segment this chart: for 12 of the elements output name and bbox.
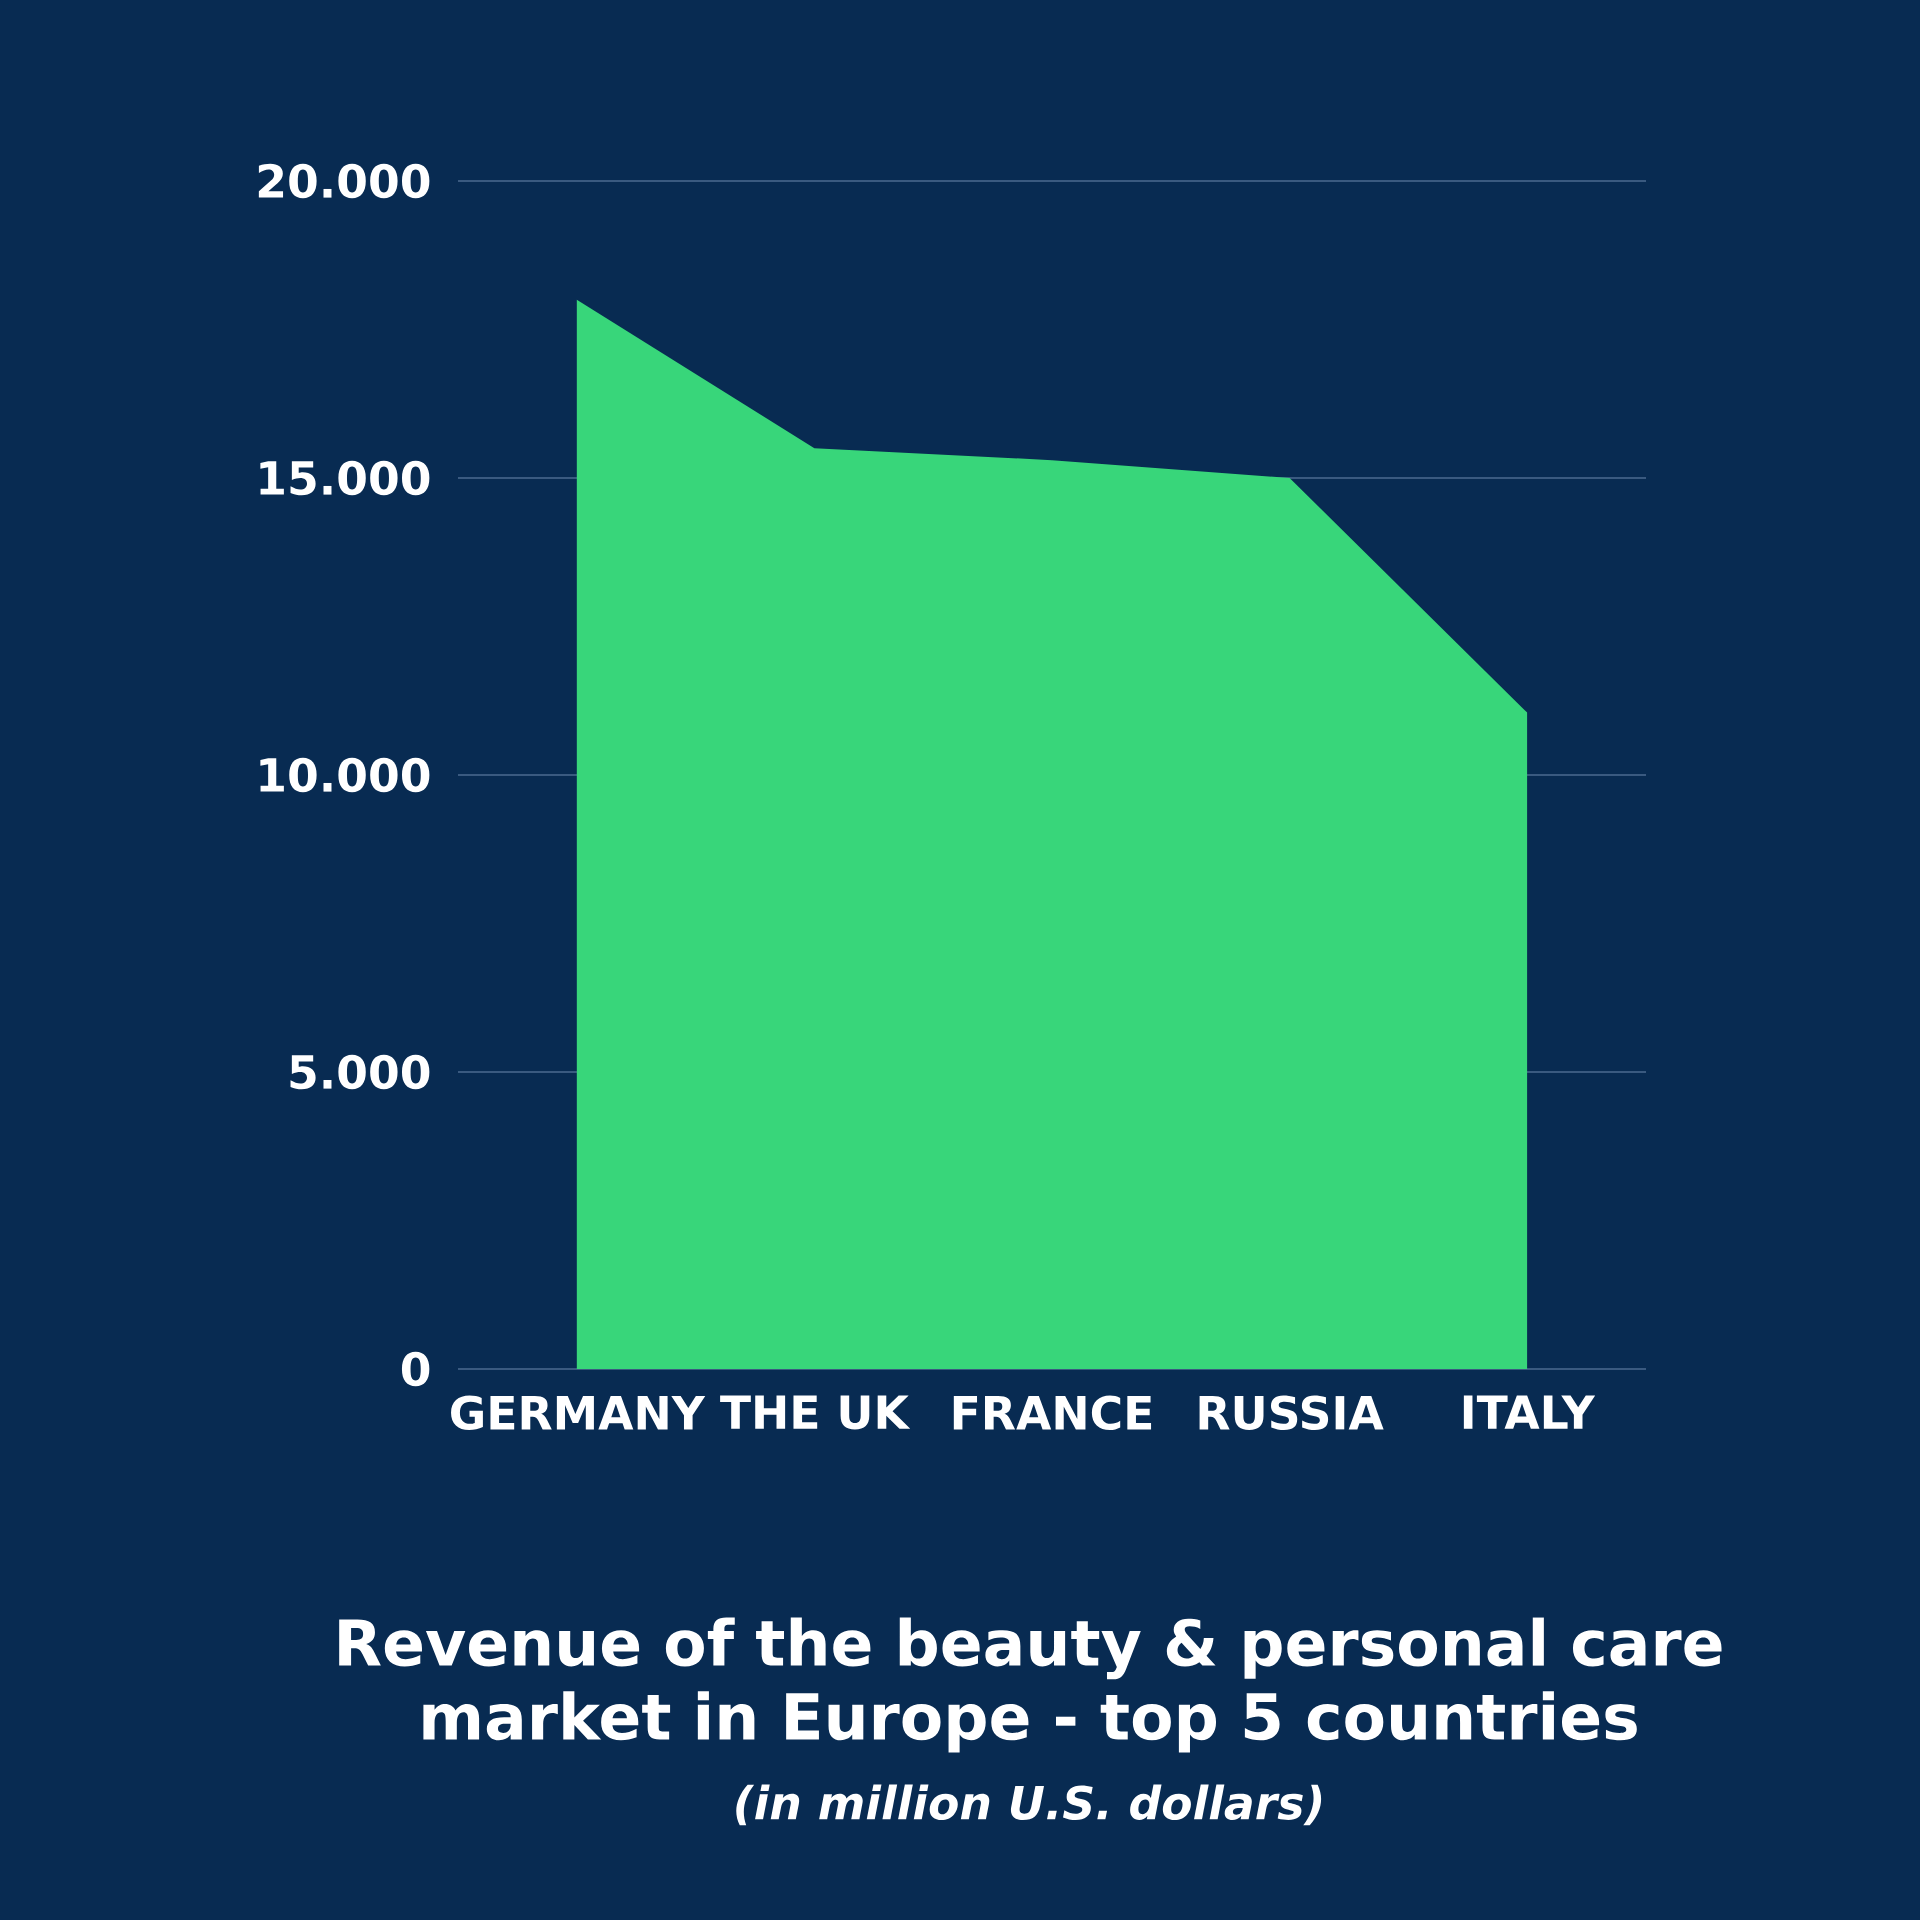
x-tick-label: GERMANY [451,1395,706,1431]
y-tick-label: 0 [401,1351,430,1387]
y-tick-label: 20.000 [258,163,430,199]
text: Revenue of the beauty & personal care market in Europe - top 5 countries [339,1617,1722,1753]
x-tick-label: RUSSIA [1199,1395,1384,1431]
x-tick-label: ITALY [1463,1395,1596,1429]
text: (in million U.S. dollars) [736,1784,1322,1826]
y-tick-label: 10.000 [260,757,430,793]
x-tick-label: THE UK [720,1395,911,1430]
y-tick-label: 5.000 [290,1054,430,1090]
x-tick-label: FRANCE [953,1395,1152,1431]
y-tick-label: 15.000 [260,460,430,496]
